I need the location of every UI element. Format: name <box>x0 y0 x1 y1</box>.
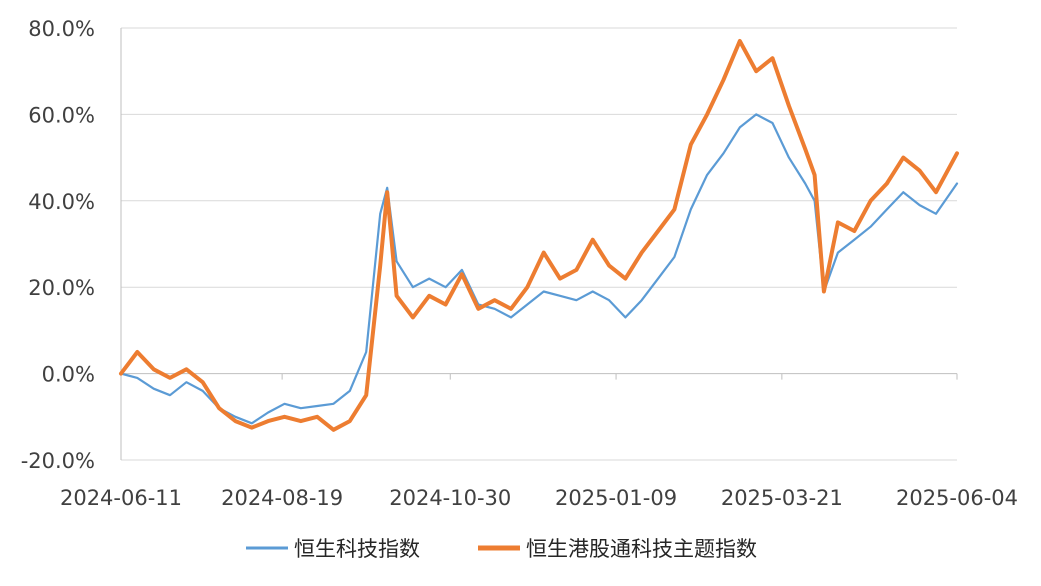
y-axis-ticks: -20.0% 0.0% 20.0% 40.0% 60.0% 80.0% <box>21 17 95 473</box>
legend-label-1: 恒生科技指数 <box>294 537 420 561</box>
y-tick-label: -20.0% <box>21 449 95 473</box>
series-line-1 <box>119 113 959 425</box>
y-tick-label: 20.0% <box>28 276 95 300</box>
x-tick-label: 2025-03-21 <box>721 486 843 510</box>
series-lines <box>119 39 959 432</box>
x-tick-label: 2025-06-04 <box>896 486 1018 510</box>
x-axis-ticks: 2024-06-11 2024-08-19 2024-10-30 2025-01-09… <box>60 373 1018 510</box>
y-tick-label: 80.0% <box>28 17 95 41</box>
axes <box>120 28 957 460</box>
legend: 恒生科技指数 恒生港股通科技主题指数 <box>246 537 757 561</box>
y-tick-label: 40.0% <box>28 190 95 214</box>
gridlines <box>121 27 957 461</box>
x-tick-label: 2025-01-09 <box>555 486 677 510</box>
x-tick-label: 2024-06-11 <box>60 486 182 510</box>
legend-label-2: 恒生港股通科技主题指数 <box>526 537 757 561</box>
y-tick-label: 60.0% <box>28 103 95 127</box>
y-tick-label: 0.0% <box>42 363 95 387</box>
series-line-2 <box>119 39 959 432</box>
x-tick-label: 2024-10-30 <box>389 486 511 510</box>
x-tick-label: 2024-08-19 <box>221 486 343 510</box>
